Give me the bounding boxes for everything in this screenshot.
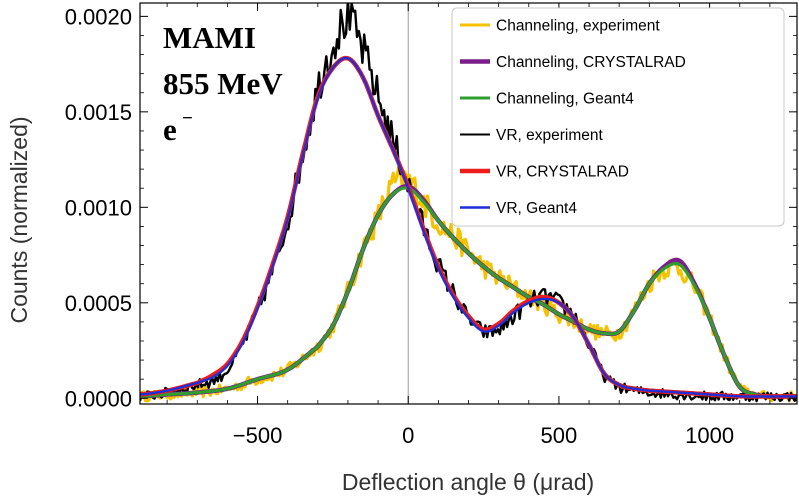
- legend-label-channeling-geant4: Channeling, Geant4: [496, 91, 634, 108]
- legend-box: [451, 7, 785, 227]
- x-tick-label: −500: [233, 423, 283, 448]
- series-line-channeling-geant4: [140, 186, 797, 399]
- axis-ticks: −500 0 500 1000 0.0000 0.0005 0.0010 0.0015 0.00…: [65, 3, 797, 448]
- y-axis-title: Counts (normalized): [6, 116, 32, 323]
- annotation-particle: e: [163, 112, 177, 147]
- y-tick-label: 0.0010: [65, 195, 132, 220]
- y-tick-label: 0.0005: [65, 291, 132, 316]
- legend-label-channeling-experiment: Channeling, experiment: [496, 18, 660, 35]
- annotation-block: MAMI 855 MeV e −: [163, 20, 283, 147]
- legend-label-vr-crystalrad: VR, CRYSTALRAD: [496, 164, 629, 181]
- y-tick-label: 0.0020: [65, 4, 132, 29]
- y-tick-label: 0.0015: [65, 100, 132, 125]
- legend: Channeling, experiment Channeling, CRYSTA…: [451, 7, 785, 227]
- series-line-vr-geant4: [140, 56, 797, 398]
- legend-label-vr-geant4: VR, Geant4: [496, 200, 577, 217]
- x-tick-label: 0: [402, 423, 414, 448]
- x-tick-label: 500: [541, 423, 578, 448]
- annotation-facility: MAMI: [163, 20, 256, 55]
- x-axis-title: Deflection angle θ (μrad): [342, 469, 594, 495]
- annotation-particle-charge: −: [182, 108, 193, 129]
- legend-label-vr-experiment: VR, experiment: [496, 127, 604, 144]
- y-tick-label: 0.0000: [65, 386, 132, 411]
- annotation-energy: 855 MeV: [163, 66, 283, 101]
- legend-label-channeling-crystalrad: Channeling, CRYSTALRAD: [496, 54, 686, 71]
- x-tick-label: 1000: [685, 423, 734, 448]
- series-layer: [140, 3, 797, 403]
